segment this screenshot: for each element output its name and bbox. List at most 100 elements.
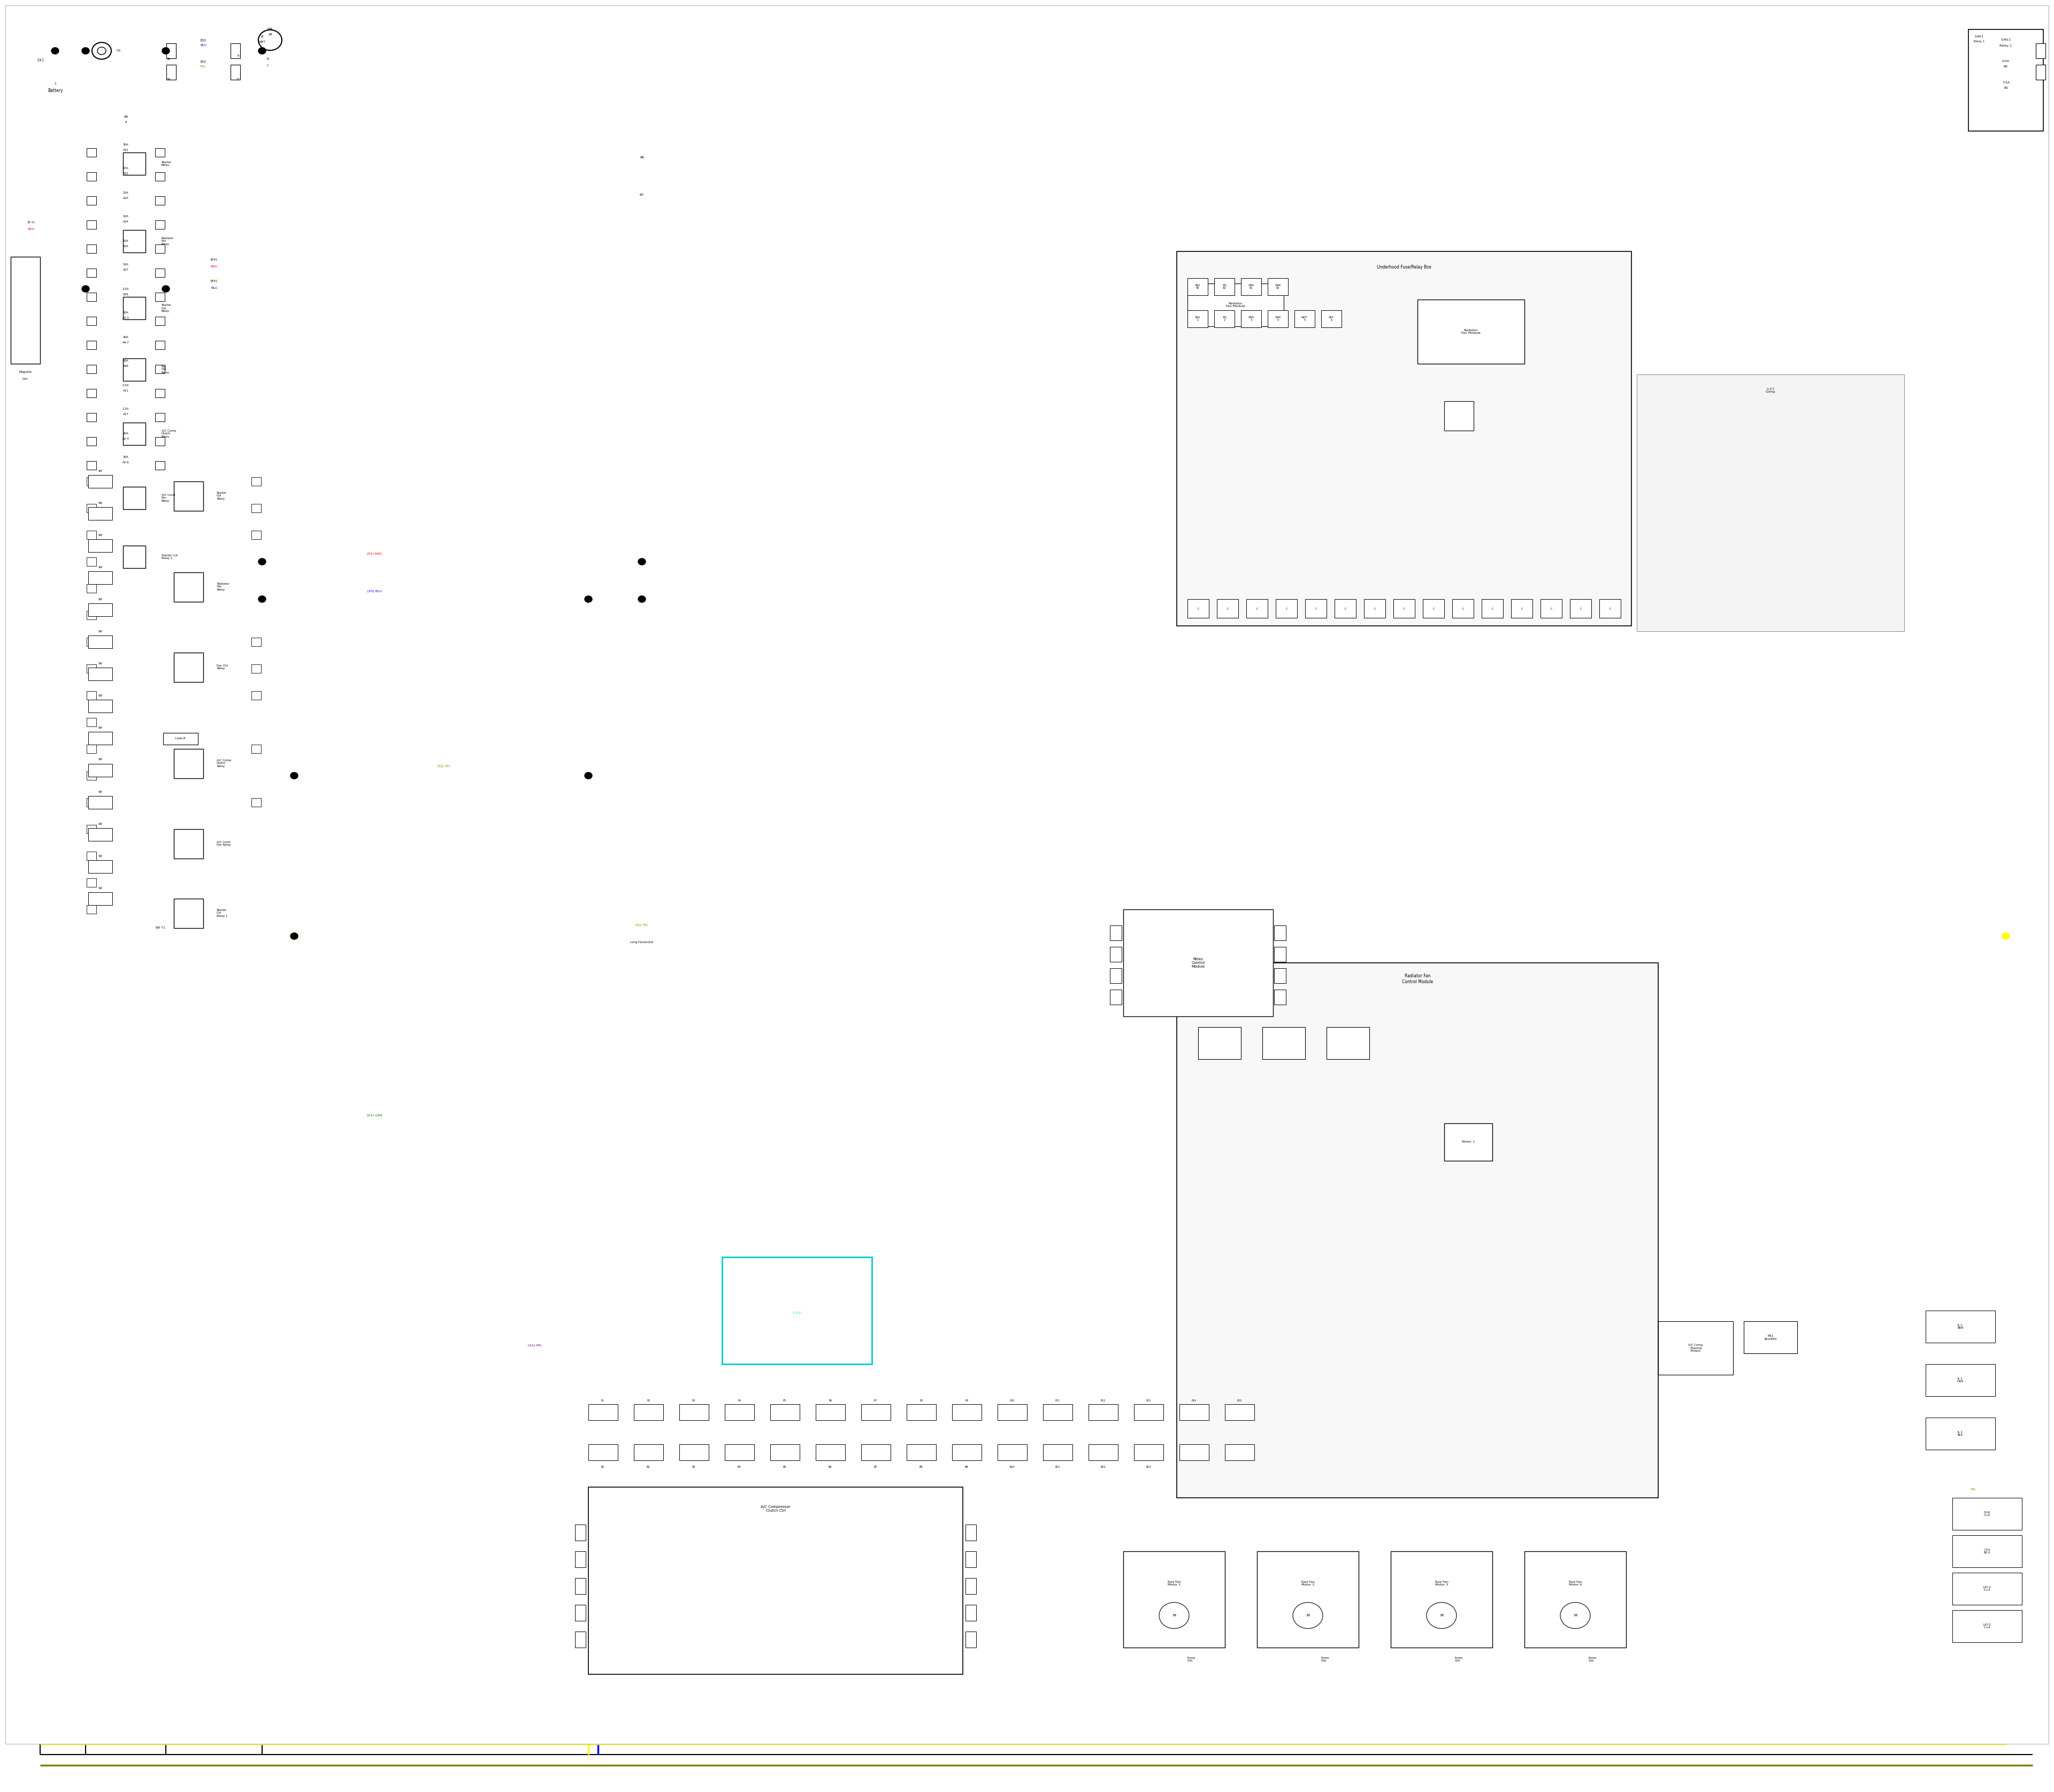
Text: Rad Fan
Motor 3: Rad Fan Motor 3 [1436, 1581, 1448, 1586]
Text: YEL: YEL [199, 66, 205, 68]
Text: BLU: BLU [212, 287, 218, 289]
Text: LAT-2
C-c4: LAT-2 C-c4 [1984, 1624, 1990, 1629]
Text: Frame
Gnd: Frame Gnd [1321, 1656, 1329, 1663]
Bar [1224, 1405, 1255, 1421]
Text: M: M [1573, 1615, 1577, 1616]
Bar [965, 1552, 976, 1568]
Text: B9: B9 [965, 1466, 967, 1468]
Bar [86, 461, 97, 470]
Text: A21: A21 [123, 149, 129, 151]
Bar [86, 340, 97, 349]
Text: 30A: 30A [123, 143, 129, 145]
Bar [1257, 1552, 1358, 1647]
Bar [2036, 43, 2046, 59]
Text: 12: 12 [236, 77, 240, 81]
Circle shape [92, 43, 111, 59]
Bar [156, 269, 164, 278]
Text: G1: G1 [117, 50, 121, 52]
Bar [1417, 299, 1524, 364]
Bar [1109, 968, 1121, 984]
Text: A/C Compressor
Clutch Ctrl: A/C Compressor Clutch Ctrl [760, 1505, 791, 1512]
Text: 1.5A: 1.5A [123, 409, 129, 410]
Text: B5: B5 [783, 1466, 787, 1468]
Bar [86, 366, 97, 373]
Bar [86, 389, 97, 398]
Text: Rad Fan
Motor 1: Rad Fan Motor 1 [1167, 1581, 1181, 1586]
Text: Radiator
Fan Module: Radiator Fan Module [1226, 303, 1245, 308]
Bar [1744, 1321, 1797, 1353]
Bar [86, 530, 97, 539]
Text: B12: B12 [1101, 1466, 1105, 1468]
Bar [1953, 1536, 2021, 1568]
Bar [587, 1487, 963, 1674]
Text: A3-3: A3-3 [123, 317, 129, 319]
Bar [680, 1444, 709, 1460]
Text: Fan
Ctrl
Relay: Fan Ctrl Relay [162, 366, 170, 375]
Bar [86, 504, 97, 513]
Text: Rad Fan
Motor 2: Rad Fan Motor 2 [1300, 1581, 1315, 1586]
Text: 40A: 40A [123, 335, 129, 339]
Bar [575, 1525, 585, 1541]
Bar [953, 1405, 982, 1421]
Text: Long Horizontal: Long Horizontal [631, 941, 653, 944]
Text: 30A: 30A [123, 360, 129, 362]
Text: P2: P2 [647, 1400, 649, 1401]
Text: SW: SW [99, 470, 103, 471]
Bar [175, 830, 203, 858]
Text: IL-1
GRN: IL-1 GRN [1957, 1378, 1964, 1383]
Text: S-M11: S-M11 [2001, 39, 2011, 41]
Text: (+): (+) [37, 57, 43, 63]
Text: BLU
1: BLU 1 [1195, 315, 1200, 323]
Bar [725, 1444, 754, 1460]
Text: WHT
5: WHT 5 [1302, 315, 1308, 323]
Bar [175, 749, 203, 778]
Text: A4-7: A4-7 [123, 340, 129, 344]
Bar [88, 507, 113, 520]
Bar [156, 149, 164, 156]
Bar [86, 665, 97, 674]
Text: S-M11: S-M11 [1974, 36, 1984, 38]
Text: Code B: Code B [175, 737, 185, 740]
Bar [86, 149, 97, 156]
Text: Relay
Control
Module: Relay Control Module [1191, 957, 1206, 968]
Text: B4: B4 [123, 115, 127, 118]
Bar [1391, 1552, 1493, 1647]
Bar [156, 317, 164, 324]
Bar [1327, 1027, 1370, 1059]
Bar [1524, 1552, 1627, 1647]
Bar [587, 1444, 618, 1460]
Bar [166, 43, 177, 59]
Bar [251, 692, 261, 699]
Bar [1187, 310, 1208, 328]
Text: 59: 59 [166, 77, 170, 81]
Bar [1247, 599, 1267, 618]
Bar [1134, 1444, 1163, 1460]
Bar [1216, 599, 1239, 618]
Bar [1267, 310, 1288, 328]
Bar [1241, 310, 1261, 328]
Text: A26: A26 [123, 292, 129, 296]
Bar [1927, 1310, 1994, 1342]
Bar [1423, 599, 1444, 618]
Text: 10A: 10A [123, 215, 129, 219]
Text: B6: B6 [639, 156, 645, 159]
Bar [86, 220, 97, 229]
Circle shape [51, 48, 60, 54]
Bar [88, 731, 113, 745]
Text: [E4] GRN: [E4] GRN [368, 1115, 382, 1116]
Bar [1953, 1611, 2021, 1641]
Bar [230, 65, 240, 79]
Bar [175, 652, 203, 683]
Circle shape [585, 597, 592, 602]
Text: 5.0A: 5.0A [2003, 61, 2009, 63]
Text: Underhood Fuse/Relay Box: Underhood Fuse/Relay Box [1376, 265, 1432, 271]
Circle shape [585, 772, 592, 780]
Text: GRN
61: GRN 61 [1249, 283, 1255, 290]
Bar [1953, 1498, 2021, 1530]
Bar [1304, 599, 1327, 618]
Bar [1637, 375, 1904, 631]
Bar [175, 482, 203, 511]
Text: Battery: Battery [47, 88, 64, 93]
Text: ORN
4: ORN 4 [1276, 315, 1282, 323]
Circle shape [162, 285, 170, 292]
